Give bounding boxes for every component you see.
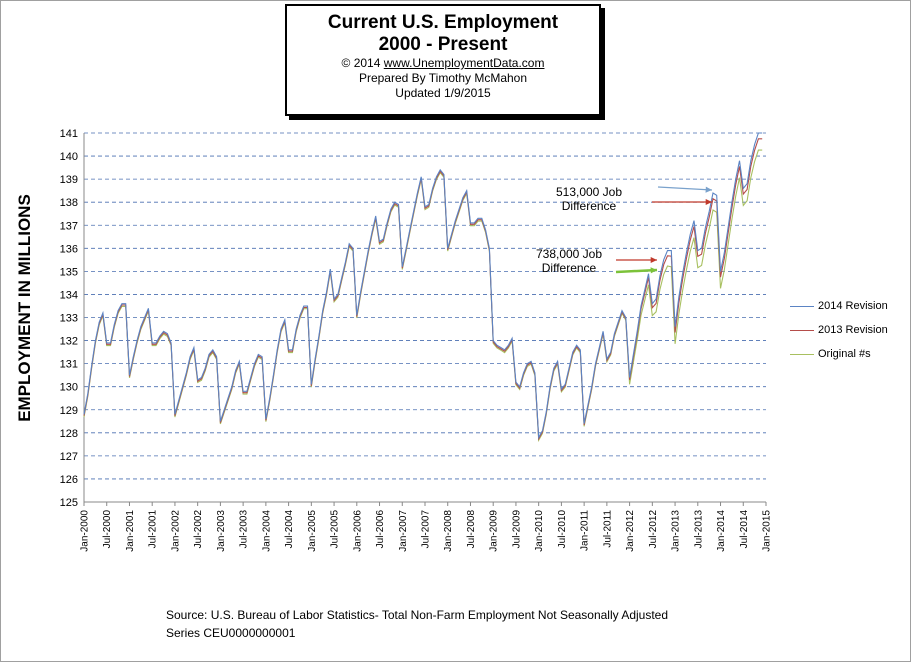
x-tick-label: Jan-2010 [534, 510, 545, 552]
copyright-line: © 2014 www.UnemploymentData.com [287, 56, 599, 71]
title-box: Current U.S. Employment 2000 - Present ©… [285, 4, 601, 116]
y-tick-label: 138 [60, 197, 78, 209]
arrow-513-blue-head [705, 186, 712, 193]
legend-swatch-original [790, 353, 814, 355]
annotation-738-line1: 738,000 Job [536, 247, 602, 261]
source-line-2: Series CEU0000000001 [166, 626, 296, 640]
y-tick-label: 137 [60, 220, 78, 232]
y-tick-label: 141 [60, 128, 78, 140]
legend-label-2014: 2014 Revision [818, 300, 888, 312]
x-tick-label: Jul-2004 [284, 510, 295, 549]
x-tick-label: Jan-2004 [261, 510, 272, 552]
x-tick-label: Jul-2011 [602, 510, 613, 548]
x-tick-label: Jul-2003 [239, 510, 250, 549]
series-2014-revision [83, 132, 763, 440]
x-tick-label: Jan-2003 [216, 510, 227, 552]
legend-swatch-2013 [790, 329, 814, 331]
website-link[interactable]: www.UnemploymentData.com [383, 56, 545, 70]
annotation-513-line1: 513,000 Job [556, 185, 622, 199]
copyright-text: © 2014 [341, 56, 384, 70]
x-tick-label: Jul-2012 [648, 510, 659, 549]
legend-label-2013: 2013 Revision [818, 324, 888, 336]
legend-swatch-2014 [790, 305, 814, 307]
legend-item-2014: 2014 Revision [790, 300, 888, 312]
x-tick-label: Jul-2008 [466, 510, 477, 549]
x-tick-label: Jan-2005 [307, 510, 318, 552]
y-tick-label: 133 [60, 313, 78, 325]
x-tick-label: Jan-2000 [80, 510, 91, 552]
x-tick-label: Jul-2005 [330, 510, 341, 549]
x-tick-label: Jan-2007 [398, 510, 409, 552]
arrow-513-blue [657, 186, 713, 191]
y-tick-label: 126 [60, 474, 78, 486]
y-tick-label: 136 [60, 243, 78, 255]
y-tick-label: 125 [60, 497, 78, 509]
x-tick-label: Jan-2006 [352, 510, 363, 552]
x-tick-label: Jan-2011 [580, 510, 591, 551]
x-tick-label: Jul-2001 [148, 510, 159, 549]
y-tick-label: 134 [60, 289, 78, 301]
legend-item-2013: 2013 Revision [790, 324, 888, 336]
y-tick-label: 128 [60, 428, 78, 440]
y-tick-label: 140 [60, 151, 78, 163]
y-tick-label: 135 [60, 266, 78, 278]
legend-item-original: Original #s [790, 348, 871, 360]
source-line-1: Source: U.S. Bureau of Labor Statistics-… [166, 608, 669, 622]
updated-date: Updated 1/9/2015 [395, 86, 491, 100]
y-tick-label: 127 [60, 451, 78, 463]
x-tick-label: Jul-2000 [102, 510, 113, 549]
arrow-738-red-head [650, 256, 657, 264]
x-tick-label: Jan-2001 [125, 510, 136, 552]
x-tick-label: Jan-2002 [170, 510, 181, 552]
y-tick-label: 139 [60, 174, 78, 186]
x-tick-label: Jan-2014 [716, 510, 727, 552]
chart-title: Current U.S. Employment [327, 12, 559, 33]
annotation-738-line2: Difference [542, 261, 597, 275]
x-tick-label: Jul-2009 [511, 510, 522, 549]
x-tick-label: Jan-2015 [762, 510, 773, 552]
y-tick-label: 130 [60, 382, 78, 394]
x-tick-label: Jan-2009 [489, 510, 500, 552]
y-tick-label: 129 [60, 405, 78, 417]
x-tick-label: Jul-2010 [557, 510, 568, 549]
arrow-738-green [615, 268, 658, 274]
x-tick-label: Jul-2002 [193, 510, 204, 549]
legend-label-original: Original #s [818, 348, 871, 360]
y-tick-label: 132 [60, 336, 78, 348]
x-tick-label: Jul-2014 [739, 510, 750, 549]
annotation-513-line2: Difference [562, 199, 617, 213]
y-axis-label: EMPLOYMENT IN MILLIONS [15, 194, 34, 422]
x-tick-label: Jan-2008 [443, 510, 454, 552]
y-tick-label: 131 [60, 359, 78, 371]
x-tick-label: Jul-2006 [375, 510, 386, 549]
chart-subtitle: 2000 - Present [378, 34, 508, 55]
x-tick-label: Jul-2007 [421, 510, 432, 549]
source-note: Source: U.S. Bureau of Labor Statistics-… [166, 606, 668, 642]
arrow-738-green-head [650, 267, 657, 274]
prepared-by: Prepared By Timothy McMahon [358, 71, 528, 85]
x-tick-label: Jan-2013 [671, 510, 682, 552]
x-tick-label: Jan-2012 [625, 510, 636, 552]
x-tick-label: Jul-2013 [693, 510, 704, 549]
arrow-513-red-head [705, 198, 712, 206]
